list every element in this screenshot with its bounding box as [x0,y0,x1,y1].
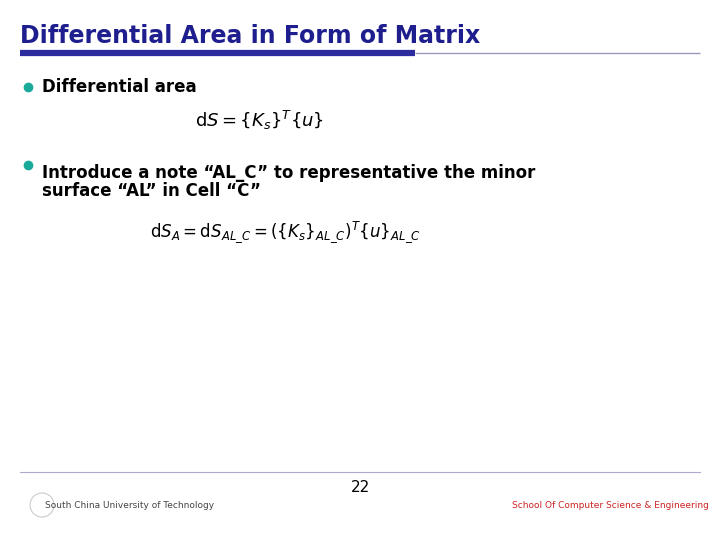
Text: Differential Area in Form of Matrix: Differential Area in Form of Matrix [20,24,480,48]
Text: 22: 22 [351,481,369,496]
Text: School Of Computer Science & Engineering: School Of Computer Science & Engineering [512,501,708,510]
Text: Differential area: Differential area [42,78,197,96]
Text: $\mathrm{d}S = \{K_s\}^{T}\{u\}$: $\mathrm{d}S = \{K_s\}^{T}\{u\}$ [195,109,324,132]
Text: surface “AL” in Cell “C”: surface “AL” in Cell “C” [42,182,261,200]
Text: Introduce a note “AL_C” to representative the minor: Introduce a note “AL_C” to representativ… [42,164,536,182]
Text: $\mathrm{d}S_A = \mathrm{d}S_{AL\_C} = (\{K_s\}_{AL\_C})^{T}\{u\}_{AL\_C}$: $\mathrm{d}S_A = \mathrm{d}S_{AL\_C} = (… [150,219,421,245]
Text: South China University of Technology: South China University of Technology [45,501,215,510]
